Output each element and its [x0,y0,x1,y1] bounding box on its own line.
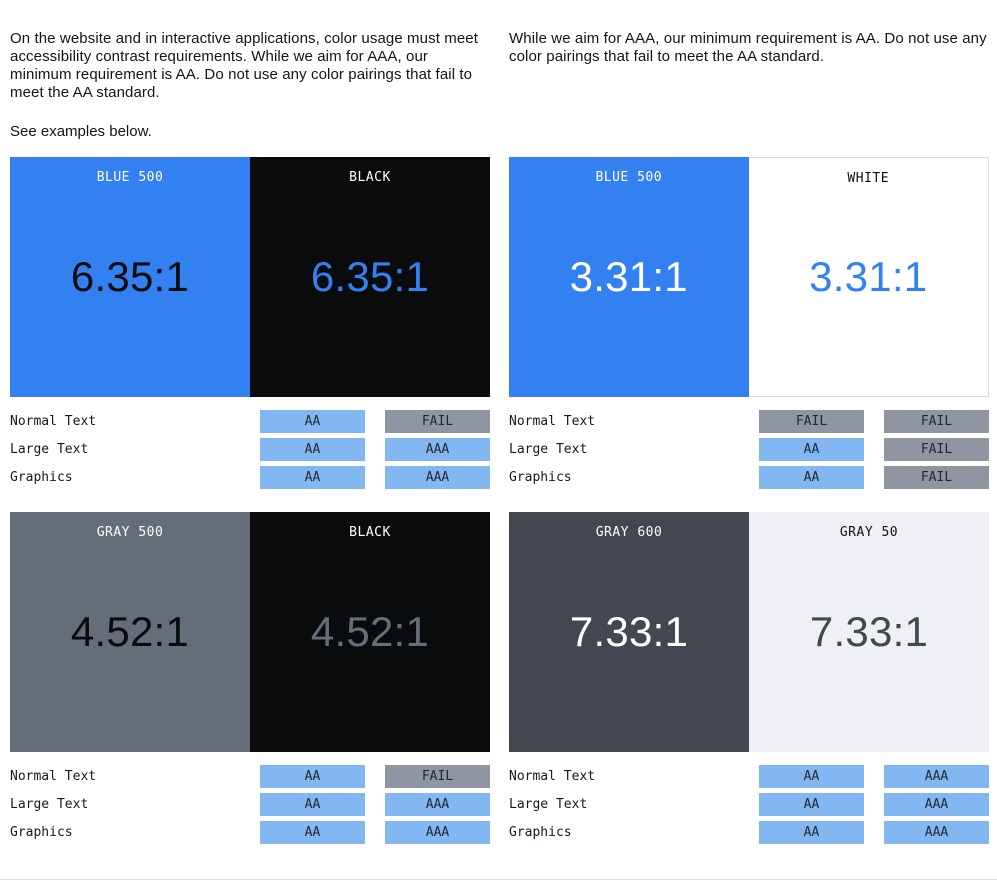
examples-row-2: GRAY 500 4.52:1 BLACK 4.52:1 Normal Text… [10,512,989,844]
table-row: Normal Text FAIL FAIL [509,410,989,433]
swatch-blue-500: BLUE 500 3.31:1 [509,157,749,397]
swatch-gray-50: GRAY 50 7.33:1 [749,512,989,752]
examples-row-1: BLUE 500 6.35:1 BLACK 6.35:1 Normal Text… [10,157,989,489]
compliance-badge: AAA [385,438,490,461]
swatch-name-label: GRAY 500 [96,525,164,540]
compliance-badge: AA [759,466,864,489]
compliance-badge: AAA [385,466,490,489]
row-label: Graphics [509,825,572,840]
table-row: Graphics AA AAA [10,821,490,844]
row-label: Normal Text [509,414,596,429]
contrast-card: GRAY 500 4.52:1 BLACK 4.52:1 [10,512,490,752]
table-row: Normal Text AA FAIL [10,410,490,433]
contrast-card: GRAY 600 7.33:1 GRAY 50 7.33:1 [509,512,989,752]
table-row: Large Text AA AAA [10,793,490,816]
swatch-black: BLACK 6.35:1 [250,157,490,397]
compliance-badge: AA [759,821,864,844]
contrast-ratio-value: 3.31:1 [809,253,928,300]
compliance-badge: AA [260,466,365,489]
row-label: Large Text [509,797,588,812]
compliance-badge: AA [260,821,365,844]
intro-left-paragraph: On the website and in interactive applic… [10,30,478,101]
compliance-badge: FAIL [884,410,989,433]
compliance-badge: AAA [884,821,989,844]
compliance-badge: AA [759,793,864,816]
compliance-badge: FAIL [385,410,490,433]
compliance-badge: AAA [385,793,490,816]
table-row: Large Text AA FAIL [509,438,989,461]
compliance-badge: AA [260,765,365,788]
intro-section: On the website and in interactive applic… [10,30,989,141]
swatch-gray-600: GRAY 600 7.33:1 [509,512,749,752]
row-label: Normal Text [10,414,97,429]
compliance-badge: FAIL [884,438,989,461]
row-label: Large Text [509,442,588,457]
swatch-name-label: BLUE 500 [96,170,164,185]
swatch-gray-500: GRAY 500 4.52:1 [10,512,250,752]
intro-right-paragraph: While we aim for AAA, our minimum requir… [509,30,987,65]
contrast-results-table: Normal Text AA FAIL Large Text AA AAA Gr… [10,765,490,844]
swatch-name-label: WHITE [847,171,890,186]
contrast-ratio-value: 4.52:1 [310,608,430,655]
contrast-example-gray600-gray50: GRAY 600 7.33:1 GRAY 50 7.33:1 Normal Te… [509,512,989,844]
contrast-ratio-value: 6.35:1 [310,253,430,300]
swatch-name-label: BLACK [349,170,391,185]
contrast-results-table: Normal Text FAIL FAIL Large Text AA FAIL… [509,410,989,489]
compliance-badge: AAA [884,765,989,788]
table-row: Large Text AA AAA [509,793,989,816]
compliance-badge: AA [759,765,864,788]
compliance-badge: FAIL [884,466,989,489]
table-row: Large Text AA AAA [10,438,490,461]
row-label: Normal Text [509,769,596,784]
contrast-ratio-value: 7.33:1 [569,608,689,655]
table-row: Normal Text AA FAIL [10,765,490,788]
compliance-badge: AA [759,438,864,461]
swatch-name-label: BLACK [349,525,391,540]
contrast-ratio-value: 6.35:1 [70,253,190,300]
contrast-results-table: Normal Text AA FAIL Large Text AA AAA Gr… [10,410,490,489]
table-row: Graphics AA AAA [509,821,989,844]
contrast-example-gray500-black: GRAY 500 4.52:1 BLACK 4.52:1 Normal Text… [10,512,490,844]
contrast-ratio-value: 3.31:1 [569,253,688,300]
table-row: Normal Text AA AAA [509,765,989,788]
row-label: Normal Text [10,769,97,784]
contrast-ratio-value: 7.33:1 [809,608,929,655]
swatch-white: WHITE 3.31:1 [748,157,989,397]
bottom-divider [0,879,997,880]
contrast-example-blue500-black: BLUE 500 6.35:1 BLACK 6.35:1 Normal Text… [10,157,490,489]
compliance-badge: AA [260,410,365,433]
table-row: Graphics AA FAIL [509,466,989,489]
swatch-name-label: GRAY 50 [839,525,899,540]
swatch-blue-500: BLUE 500 6.35:1 [10,157,250,397]
contrast-card: BLUE 500 3.31:1 WHITE 3.31:1 [509,157,989,397]
intro-right-column: While we aim for AAA, our minimum requir… [509,30,989,141]
swatch-black: BLACK 4.52:1 [250,512,490,752]
row-label: Large Text [10,797,89,812]
row-label: Graphics [10,825,73,840]
contrast-results-table: Normal Text AA AAA Large Text AA AAA Gra… [509,765,989,844]
compliance-badge: AAA [884,793,989,816]
page-content: On the website and in interactive applic… [10,30,989,844]
row-label: Graphics [10,470,73,485]
contrast-ratio-value: 4.52:1 [70,608,190,655]
compliance-badge: FAIL [759,410,864,433]
contrast-card: BLUE 500 6.35:1 BLACK 6.35:1 [10,157,490,397]
swatch-name-label: BLUE 500 [595,170,663,185]
compliance-badge: FAIL [385,765,490,788]
swatch-name-label: GRAY 600 [595,525,663,540]
compliance-badge: AA [260,438,365,461]
row-label: Graphics [509,470,572,485]
table-row: Graphics AA AAA [10,466,490,489]
see-examples-note: See examples below. [10,123,152,140]
compliance-badge: AA [260,793,365,816]
contrast-example-blue500-white: BLUE 500 3.31:1 WHITE 3.31:1 Normal Text… [509,157,989,489]
row-label: Large Text [10,442,89,457]
compliance-badge: AAA [385,821,490,844]
intro-left-column: On the website and in interactive applic… [10,30,490,141]
